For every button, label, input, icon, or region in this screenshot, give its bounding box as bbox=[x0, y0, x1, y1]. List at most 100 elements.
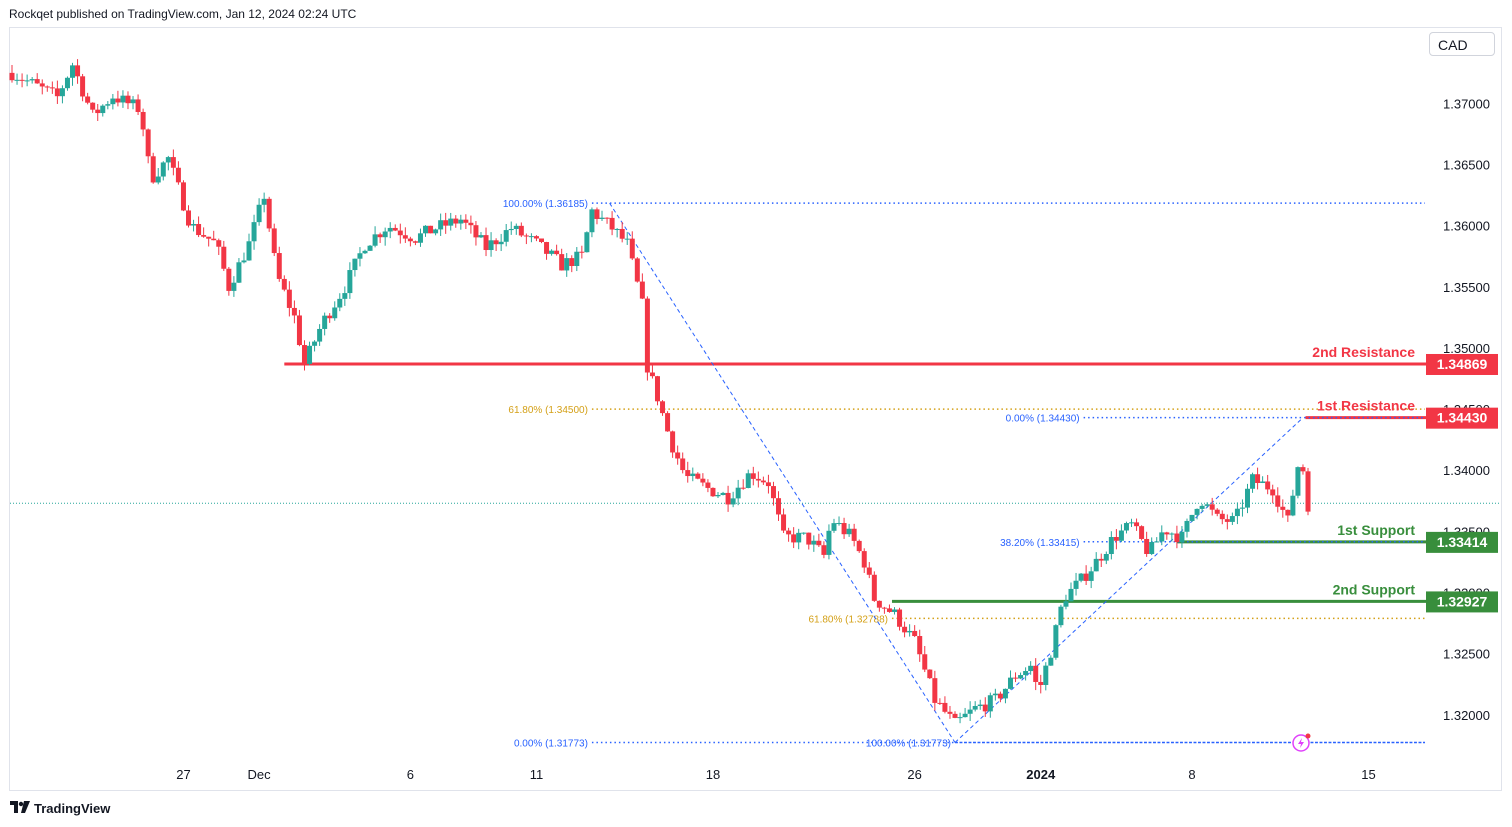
candle-body bbox=[1234, 508, 1240, 517]
candle-body bbox=[1002, 688, 1008, 699]
candle-body bbox=[54, 88, 60, 97]
candle-body bbox=[952, 713, 958, 718]
candle-body bbox=[1250, 474, 1256, 489]
candle-body bbox=[644, 298, 650, 373]
candle-body bbox=[1078, 573, 1084, 581]
candle-body bbox=[90, 102, 96, 110]
candle-body bbox=[75, 65, 81, 77]
candle-body bbox=[574, 251, 580, 267]
candle-body bbox=[1204, 504, 1210, 506]
currency-selector[interactable]: CAD bbox=[1429, 32, 1495, 56]
candle-body bbox=[942, 702, 948, 712]
candle-body bbox=[478, 235, 484, 238]
candle-body bbox=[236, 262, 242, 283]
candle-body bbox=[1043, 665, 1049, 685]
candle-body bbox=[301, 345, 307, 364]
candle-body bbox=[372, 234, 378, 246]
candle-body bbox=[1300, 467, 1306, 472]
x-tick-label: 26 bbox=[907, 767, 921, 782]
candle-body bbox=[1098, 558, 1104, 561]
candle-body bbox=[594, 209, 600, 219]
y-tick-label: 1.34000 bbox=[1443, 463, 1490, 478]
candle-body bbox=[1007, 677, 1013, 689]
candle-body bbox=[412, 241, 418, 243]
price-badge-value: 1.33414 bbox=[1437, 534, 1488, 550]
candle-body bbox=[458, 219, 464, 224]
price-badge bbox=[1426, 531, 1498, 553]
candle-body bbox=[841, 523, 847, 535]
candle-body bbox=[614, 228, 620, 230]
candle-body bbox=[473, 225, 479, 238]
candle-body bbox=[281, 278, 287, 290]
candle-body bbox=[276, 253, 282, 279]
candle-body bbox=[80, 76, 86, 97]
candle-body bbox=[266, 198, 272, 229]
price-badge-value: 1.34430 bbox=[1437, 410, 1488, 426]
candle-body bbox=[1184, 520, 1190, 532]
candle-body bbox=[972, 706, 978, 710]
candle-body bbox=[695, 473, 701, 479]
candle-body bbox=[24, 80, 30, 82]
tradingview-logo[interactable]: TradingView bbox=[10, 801, 110, 816]
candle-body bbox=[1280, 506, 1286, 510]
candle-body bbox=[1048, 657, 1054, 666]
candle-body bbox=[1174, 533, 1180, 543]
candle-body bbox=[765, 482, 771, 487]
candle-body bbox=[216, 240, 222, 247]
candle-body bbox=[1209, 504, 1215, 510]
candle-body bbox=[322, 315, 328, 329]
candle-body bbox=[9, 72, 15, 81]
candle-body bbox=[433, 229, 439, 234]
candle-body bbox=[175, 167, 181, 183]
candle-body bbox=[1295, 467, 1301, 496]
candle-body bbox=[957, 717, 963, 719]
candle-body bbox=[377, 234, 383, 238]
candle-body bbox=[271, 228, 277, 254]
candle-body bbox=[498, 241, 504, 245]
candle-body bbox=[85, 96, 91, 103]
candle-body bbox=[1063, 601, 1069, 607]
candle-body bbox=[533, 236, 539, 239]
candle-body bbox=[1033, 665, 1039, 682]
candle-body bbox=[115, 98, 121, 103]
candle-body bbox=[922, 654, 928, 670]
candle-body bbox=[342, 293, 348, 299]
candle-body bbox=[700, 478, 706, 483]
candle-body bbox=[786, 530, 792, 535]
candle-body bbox=[488, 240, 494, 251]
candle-body bbox=[1053, 625, 1059, 658]
x-tick-label: Dec bbox=[248, 767, 272, 782]
candle-body bbox=[569, 258, 575, 267]
candle-body bbox=[755, 478, 761, 481]
candle-body bbox=[1154, 541, 1160, 543]
candle-body bbox=[251, 222, 257, 242]
x-tick-label: 8 bbox=[1188, 767, 1195, 782]
candle-body bbox=[1013, 677, 1019, 679]
candle-body bbox=[539, 238, 544, 243]
candle-body bbox=[770, 486, 776, 499]
candle-body bbox=[186, 210, 191, 226]
y-tick-label: 1.37000 bbox=[1443, 96, 1490, 111]
candle-body bbox=[206, 236, 212, 239]
candle-body bbox=[352, 258, 358, 271]
candle-body bbox=[861, 551, 867, 568]
candle-body bbox=[1245, 488, 1250, 508]
fibonacci-retracement: 100.00% (1.36185) 61.80% (1.34500) 0.00% (… bbox=[503, 199, 1425, 750]
candle-body bbox=[967, 709, 973, 714]
price-badge bbox=[1426, 591, 1498, 613]
candle-body bbox=[523, 235, 529, 237]
candle-body bbox=[1285, 509, 1291, 516]
candle-body bbox=[211, 238, 217, 241]
candle-body bbox=[170, 157, 176, 168]
candle-body bbox=[1129, 522, 1135, 524]
candle-body bbox=[1038, 681, 1044, 685]
candle-body bbox=[660, 401, 666, 414]
candle-body bbox=[821, 545, 827, 555]
candle-body bbox=[296, 315, 302, 346]
candle-body bbox=[730, 498, 736, 505]
candle-body bbox=[947, 711, 953, 714]
lightning-icon[interactable] bbox=[1292, 733, 1311, 752]
candle-body bbox=[907, 630, 913, 633]
price-badge-value: 1.32927 bbox=[1437, 593, 1488, 609]
